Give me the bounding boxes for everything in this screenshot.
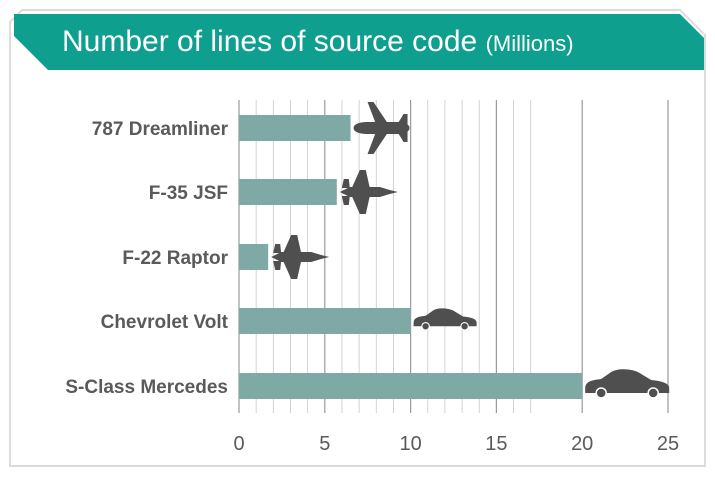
bar	[239, 373, 583, 399]
title-unit: (Millions)	[486, 31, 574, 56]
title-banner	[14, 14, 704, 70]
x-tick-label: 0	[233, 433, 244, 455]
fighter-jet-icon	[339, 170, 398, 214]
category-label: F-22 Raptor	[122, 248, 228, 269]
category-label: Chevrolet Volt	[101, 312, 229, 333]
category-labels: 787 Dreamliner F-35 JSF F-22 Raptor Chevrol…	[65, 119, 228, 398]
bar	[239, 179, 337, 205]
bar	[239, 115, 351, 141]
card-border	[9, 9, 706, 467]
icons	[271, 102, 670, 399]
category-label: F-35 JSF	[149, 183, 228, 204]
car-icon	[413, 308, 477, 331]
airliner-icon	[353, 102, 410, 154]
x-tick-label: 20	[571, 433, 593, 455]
bar	[239, 308, 411, 334]
x-tick-label: 10	[399, 433, 421, 455]
title-main: Number of lines of source code	[62, 25, 477, 58]
x-tick-label: 5	[319, 433, 330, 455]
x-tick-labels: 0 5 10 15 20 25	[233, 433, 679, 455]
category-label: S-Class Mercedes	[65, 377, 228, 398]
bars	[239, 115, 583, 399]
x-tick-label: 15	[485, 433, 507, 455]
fighter-jet-icon	[271, 235, 330, 279]
car-icon	[585, 369, 670, 399]
chart-title: Number of lines of source code (Millions…	[62, 25, 574, 58]
x-tick-label: 25	[657, 433, 679, 455]
category-label: 787 Dreamliner	[92, 119, 229, 140]
bar	[239, 244, 269, 270]
